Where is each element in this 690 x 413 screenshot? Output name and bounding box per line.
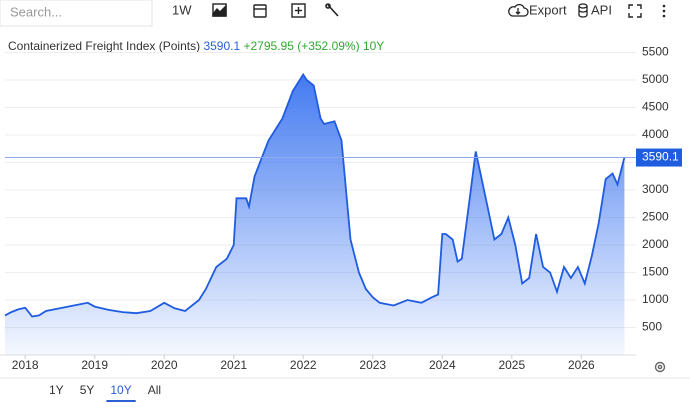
x-tick-label: 2023 [359,358,386,372]
x-tick-label: 2025 [498,358,525,372]
y-tick-label: 5000 [642,72,669,86]
range-button[interactable]: All [148,383,161,397]
range-buttons: 1Y 5Y 10Y All [49,383,161,402]
y-tick-label: 4000 [642,127,669,141]
y-tick-label: 2000 [642,237,669,251]
x-tick-label: 2021 [220,358,247,372]
change: +2795.95 (+352.09%) [243,39,359,53]
api-button[interactable]: API [591,2,612,17]
header: Containerized Freight Index (Points) 359… [8,39,384,53]
api-icon[interactable] [578,3,588,18]
compare-icon[interactable] [291,3,306,18]
calendar-icon[interactable] [253,4,267,18]
period: 10Y [363,39,384,53]
search-placeholder[interactable]: Search... [10,4,62,19]
range-button[interactable]: 5Y [80,383,95,397]
settings-icon[interactable] [654,361,666,373]
search-box[interactable] [0,0,153,27]
line [4,72,626,318]
range-button[interactable]: 1Y [49,383,64,397]
y-tick-label: 2500 [642,210,669,224]
chart-title: Containerized Freight Index (Points) [8,39,200,53]
chart-type-icon[interactable] [212,3,227,17]
last-value-label: 3590.1 [642,150,679,164]
y-tick-label: 1000 [642,292,669,306]
y-tick-label: 1500 [642,265,669,279]
last-value-badge [636,148,682,167]
interval-button[interactable]: 1W [172,2,192,17]
y-tick-label: 5500 [642,45,669,59]
tools-icon[interactable] [325,3,339,17]
fullscreen-icon[interactable] [628,4,642,18]
area [5,74,625,355]
export-icon[interactable] [508,3,529,17]
x-tick-label: 2022 [290,358,317,372]
export-button[interactable]: Export [529,2,567,17]
x-tick-label: 2018 [12,358,39,372]
y-tick-label: 500 [642,320,662,334]
x-tick-label: 2026 [568,358,595,372]
y-tick-label: 4500 [642,100,669,114]
x-tick-label: 2020 [151,358,178,372]
range-button[interactable]: 10Y [110,383,131,397]
x-tick-label: 2024 [429,358,456,372]
menu-icon[interactable] [662,4,666,18]
last-value: 3590.1 [203,39,240,53]
x-tick-label: 2019 [81,358,108,372]
y-tick-label: 3000 [642,182,669,196]
